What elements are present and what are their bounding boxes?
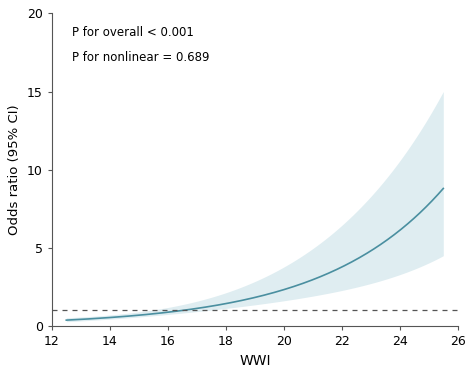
Text: P for overall < 0.001: P for overall < 0.001 (72, 26, 194, 39)
X-axis label: WWI: WWI (239, 354, 271, 368)
Text: P for nonlinear = 0.689: P for nonlinear = 0.689 (72, 51, 210, 64)
Y-axis label: Odds ratio (95% CI): Odds ratio (95% CI) (9, 105, 21, 235)
